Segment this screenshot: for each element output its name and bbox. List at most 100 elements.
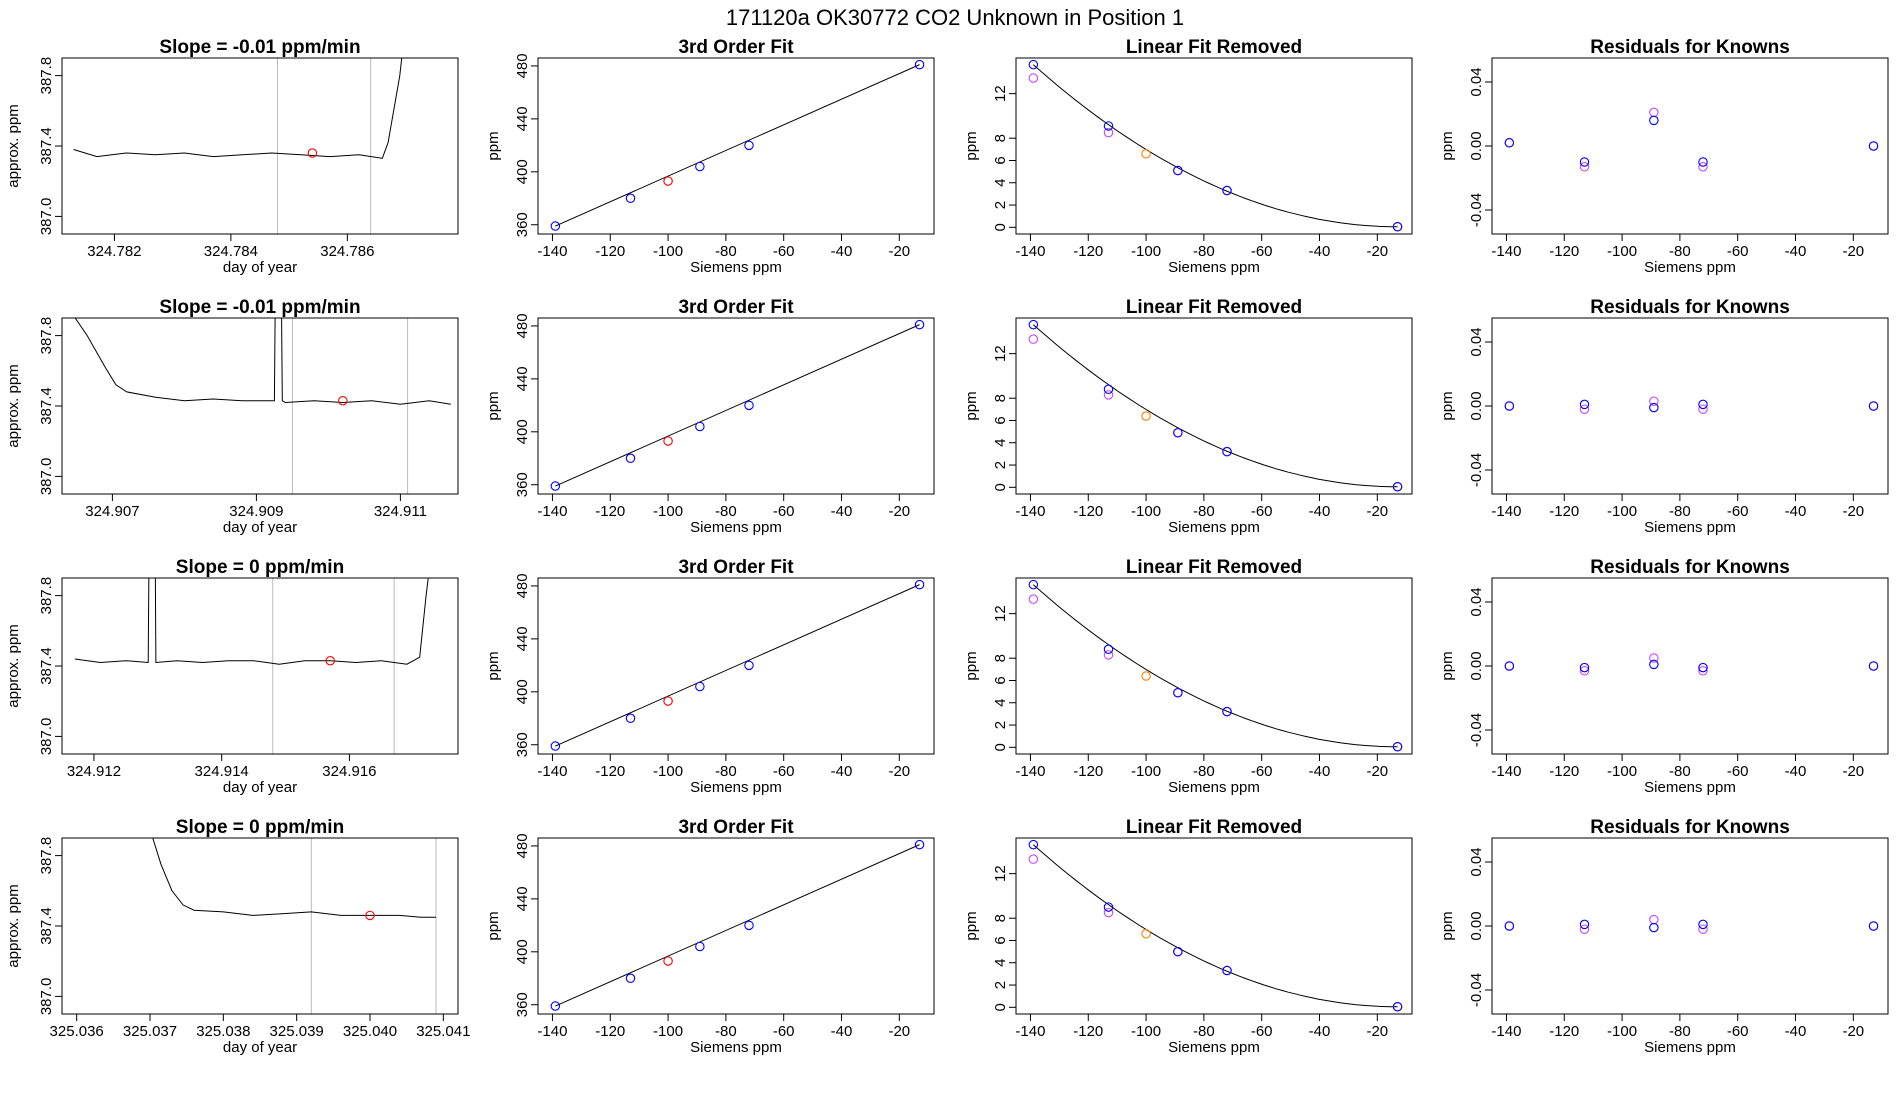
fit-curve xyxy=(1032,64,1398,228)
panel-2-2: Linear Fit Removed -140 -120 -100 -80 -60 -40 -… xyxy=(963,557,1413,796)
trace-line xyxy=(74,578,429,665)
x-tick-label: -140 xyxy=(537,243,567,260)
y-tick-label: 387.0 xyxy=(38,458,55,496)
x-tick-label: -120 xyxy=(1549,763,1579,780)
y-tick-label: 4 xyxy=(992,179,1009,187)
y-tick-label: 387.8 xyxy=(38,577,55,615)
plot-frame xyxy=(61,317,459,495)
y-axis-label: ppm xyxy=(1439,651,1456,680)
plot-frame xyxy=(1491,317,1889,495)
x-axis-label: Siemens ppm xyxy=(1644,259,1736,276)
x-tick-label: -80 xyxy=(715,243,737,260)
y-axis-label: ppm xyxy=(963,391,980,420)
known-point xyxy=(1392,222,1403,232)
x-tick-label: -60 xyxy=(1727,1023,1749,1040)
x-axis-label: Siemens ppm xyxy=(1644,1039,1736,1056)
unknown-point xyxy=(663,956,673,966)
known-alt-point xyxy=(1698,162,1708,172)
y-tick-label: 8 xyxy=(992,914,1009,922)
known-point xyxy=(1103,644,1114,655)
x-axis-label: day of year xyxy=(223,259,297,276)
known-point xyxy=(1173,427,1183,438)
known-point xyxy=(695,161,705,172)
fit-curve xyxy=(1032,584,1398,748)
known-point xyxy=(1649,115,1659,126)
known-point xyxy=(1868,401,1879,411)
panel-1-1: 3rd Order Fit -140 -120 -100 -80 -60 -40 -20 360… xyxy=(485,297,935,536)
known-point xyxy=(1222,185,1232,196)
known-point xyxy=(1173,687,1183,698)
x-tick-label: -140 xyxy=(1015,763,1045,780)
x-axis-label: Siemens ppm xyxy=(1644,519,1736,536)
x-tick-label: -140 xyxy=(1491,243,1521,260)
known-point xyxy=(550,481,561,491)
known-point xyxy=(1028,59,1039,70)
plot-area xyxy=(550,579,925,751)
known-point xyxy=(1698,399,1708,410)
y-tick-label: 480 xyxy=(514,573,531,598)
y-axis-label: approx. ppm xyxy=(5,884,22,967)
x-tick-label: -80 xyxy=(715,763,737,780)
y-axis-label: ppm xyxy=(485,911,502,940)
known-point xyxy=(1028,319,1039,330)
unknown-point xyxy=(663,696,673,706)
x-tick-label: -100 xyxy=(1131,763,1161,780)
x-tick-label: -40 xyxy=(831,763,853,780)
x-tick-label: -120 xyxy=(595,1023,625,1040)
x-tick-label: -100 xyxy=(1131,503,1161,520)
known-point xyxy=(1392,742,1403,752)
y-tick-label: 6 xyxy=(992,676,1009,684)
panel-3-1: 3rd Order Fit -140 -120 -100 -80 -60 -40 -20 360… xyxy=(485,817,935,1056)
x-tick-label: -60 xyxy=(1727,763,1749,780)
x-tick-label: -20 xyxy=(1842,1023,1864,1040)
panel-0-3: Residuals for Knowns -140 -120 -100 -80 -60 -4… xyxy=(1439,37,1889,276)
x-tick-label: 324.907 xyxy=(85,503,139,520)
y-tick-label: 440 xyxy=(514,626,531,651)
known-alt-point xyxy=(1649,653,1659,663)
x-axis-label: Siemens ppm xyxy=(1168,259,1260,276)
known-alt-point xyxy=(1698,666,1708,676)
x-tick-label: -40 xyxy=(1785,503,1807,520)
x-tick-label: -80 xyxy=(1669,1023,1691,1040)
x-tick-label: 325.036 xyxy=(50,1023,104,1040)
fit-line xyxy=(555,584,920,747)
known-point xyxy=(695,421,705,432)
panel-2-3: Residuals for Knowns -140 -120 -100 -80 -60 -4… xyxy=(1439,557,1889,796)
known-point xyxy=(625,973,636,984)
x-tick-label: -100 xyxy=(653,243,683,260)
plot-area xyxy=(73,58,403,159)
x-tick-label: -140 xyxy=(537,763,567,780)
known-point xyxy=(550,221,561,231)
fit-line xyxy=(555,844,920,1007)
known-alt-point xyxy=(1579,162,1590,172)
x-tick-label: -80 xyxy=(1193,243,1215,260)
x-axis-label: Siemens ppm xyxy=(690,779,782,796)
unknown-point xyxy=(663,176,673,186)
y-tick-label: 8 xyxy=(992,134,1009,142)
known-alt-point xyxy=(1028,73,1039,83)
panel-title: 3rd Order Fit xyxy=(678,37,794,58)
x-axis-label: Siemens ppm xyxy=(690,259,782,276)
panel-1-0: Slope = -0.01 ppm/min 324.907 324.909 324.9… xyxy=(5,297,459,536)
y-tick-label: 360 xyxy=(514,992,531,1017)
x-axis-label: Siemens ppm xyxy=(1168,1039,1260,1056)
known-alt-point xyxy=(1649,914,1659,925)
plot-area xyxy=(1028,839,1403,1012)
known-point xyxy=(914,319,925,330)
known-point xyxy=(1103,121,1114,131)
y-tick-label: 360 xyxy=(514,732,531,757)
panel-title: Residuals for Knowns xyxy=(1590,557,1790,578)
plot-area xyxy=(1028,579,1403,752)
unknown-marker-point xyxy=(338,395,348,406)
known-point xyxy=(1103,384,1114,395)
plot-area xyxy=(1028,59,1403,232)
x-tick-label: -60 xyxy=(773,503,795,520)
y-tick-label: 387.4 xyxy=(38,387,55,425)
y-tick-label: 12 xyxy=(992,605,1009,622)
unknown-marker-point xyxy=(325,655,336,666)
y-tick-label: 2 xyxy=(992,981,1009,989)
y-tick-label: 0.04 xyxy=(1468,587,1485,616)
x-tick-label: -140 xyxy=(1015,1023,1045,1040)
panel-title: Linear Fit Removed xyxy=(1126,817,1302,838)
x-tick-label: -120 xyxy=(1073,1023,1103,1040)
